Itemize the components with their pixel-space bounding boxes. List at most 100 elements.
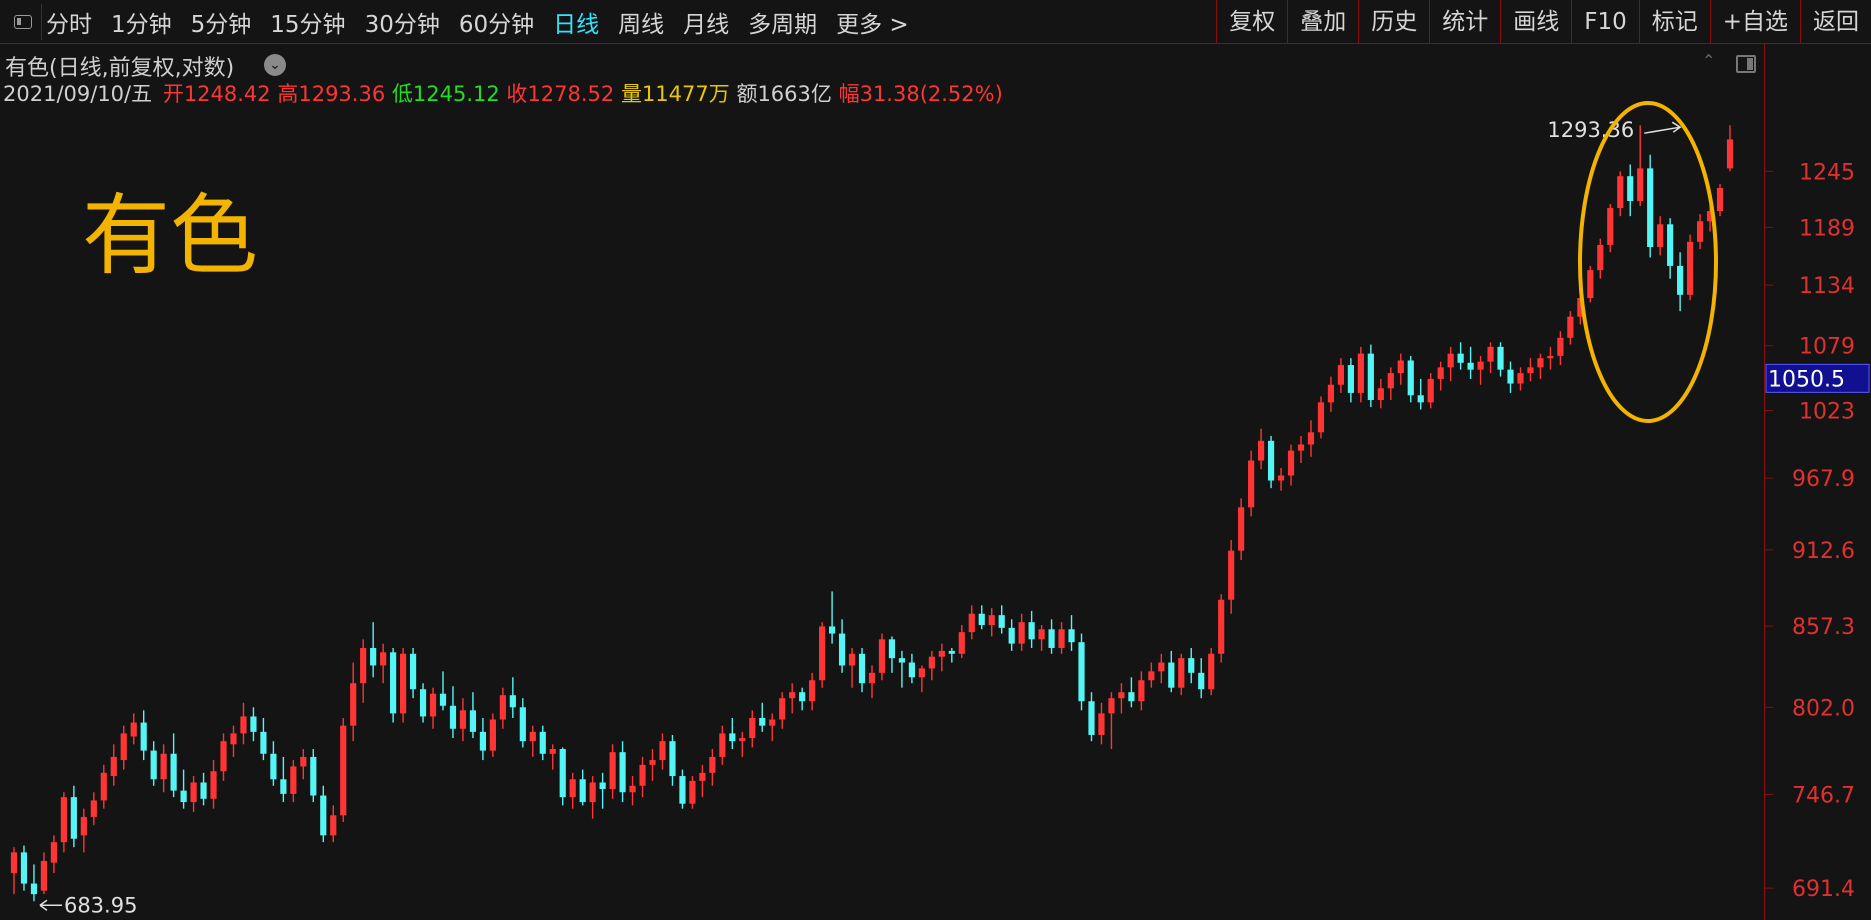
candle-body [978,613,985,626]
f10-button[interactable]: F10 [1571,0,1639,44]
candle-body [1607,208,1614,245]
max-price-label: 1293.36 [1547,118,1634,142]
tab-30min[interactable]: 30分钟 [364,12,440,38]
y-tick-label: 746.7 [1792,783,1855,808]
candle-body [1058,629,1065,648]
candle-body [20,852,28,884]
tab-more[interactable]: 更多 > [836,12,909,38]
draw-line-button[interactable]: 画线 [1500,0,1571,44]
candle-body [70,797,77,839]
candle-body [1038,629,1045,640]
candle-body [1387,373,1394,389]
tab-monthly[interactable]: 月线 [683,12,730,38]
candle-body [1517,373,1524,384]
candle-body [1457,353,1464,363]
candle-body [80,816,87,836]
tab-multi-period[interactable]: 多周期 [748,12,818,38]
candle-body [599,782,606,789]
candle-body [240,716,247,734]
candle-body [1667,224,1674,266]
candle-body [250,716,257,732]
tab-60min[interactable]: 60分钟 [458,12,535,38]
candle-body [499,695,506,720]
candle-body [1557,337,1564,356]
candle-body [190,782,197,803]
candle-body [30,883,38,895]
candle-body [799,692,806,702]
tab-fenshi[interactable]: 分时 [46,12,92,38]
candle-body [230,733,237,745]
info-high-label: 高 [277,82,299,106]
max-arrow-icon [1644,121,1682,134]
tab-weekly[interactable]: 周线 [618,12,665,38]
candle-body [1706,211,1714,222]
candle-body [729,733,736,742]
y-tick-label: 691.4 [1792,877,1855,902]
candle-body [1696,221,1704,242]
candle-body [579,779,586,803]
back-button[interactable]: 返回 [1800,0,1871,44]
min-price-label: 683.95 [64,893,137,917]
history-button[interactable]: 历史 [1358,0,1429,44]
tab-1min[interactable]: 1分钟 [111,12,172,38]
candle-body [988,615,995,626]
candle-body [1148,671,1155,681]
ohlc-info-bar: 2021/09/10/五 开1248.42 高1293.36 低1245.12 … [3,78,1003,108]
candle-body [100,772,107,801]
info-low-label: 低 [391,82,413,106]
candle-body [479,731,486,751]
candle-body [1437,367,1444,379]
candle-body [589,782,596,803]
panel-icon [14,15,32,29]
candle-body [180,790,187,803]
candle-body [1128,692,1135,702]
candle-body [888,639,896,659]
chart-title: 有色(日线,前复权,对数) [5,56,235,81]
chevron-down-icon[interactable]: ⌄ [264,54,286,76]
collapse-up-icon[interactable]: ⌃ [1702,51,1716,70]
candle-body [1477,361,1484,370]
candle-body [400,653,407,714]
add-watchlist-button[interactable]: +自选 [1709,0,1800,44]
candle-body [60,797,67,843]
overlay-button[interactable]: 叠加 [1287,0,1358,44]
candle-body [489,719,496,751]
sector-label: 有色 [82,184,259,287]
candle-body [150,750,157,780]
candle-body [1198,672,1205,690]
tab-5min[interactable]: 5分钟 [190,12,252,38]
candle-body [140,722,147,751]
tab-15min[interactable]: 15分钟 [270,12,346,38]
info-open: 1248.42 [183,82,271,106]
candle-body [1138,680,1145,702]
candle-body [1178,658,1185,688]
current-price-label: 1050.5 [1768,367,1845,392]
panel-toggle-icon[interactable] [1736,55,1756,73]
statistics-button[interactable]: 统计 [1429,0,1500,44]
candle-body [110,756,117,777]
candle-body [160,753,167,780]
layout-toggle-button[interactable] [4,4,42,40]
candle-body [290,766,297,794]
candle-body [1397,360,1404,374]
y-tick-label: 967.9 [1792,467,1855,492]
candle-body [918,668,925,678]
candle-body [419,689,427,717]
candle-body [908,662,915,678]
tab-daily[interactable]: 日线 [553,12,600,38]
candle-body [310,756,317,796]
candlestick-chart[interactable]: 1245 1189 1134 1079 1023 967.9 912.6 857.3 802.0… [0,44,1871,920]
candle-body [1647,168,1654,248]
restore-rights-button[interactable]: 复权 [1216,0,1287,44]
candle-body [1487,346,1494,362]
candle-body [1677,265,1684,295]
candle-body [709,756,716,773]
candle-body [669,741,676,777]
candle-body [1048,629,1055,648]
info-amt: 1663亿 [757,82,832,106]
candle-body [1158,662,1165,672]
mark-button[interactable]: 标记 [1638,0,1710,44]
candle-body [1497,346,1504,370]
candle-body [1637,168,1644,202]
candle-body [1297,444,1305,451]
